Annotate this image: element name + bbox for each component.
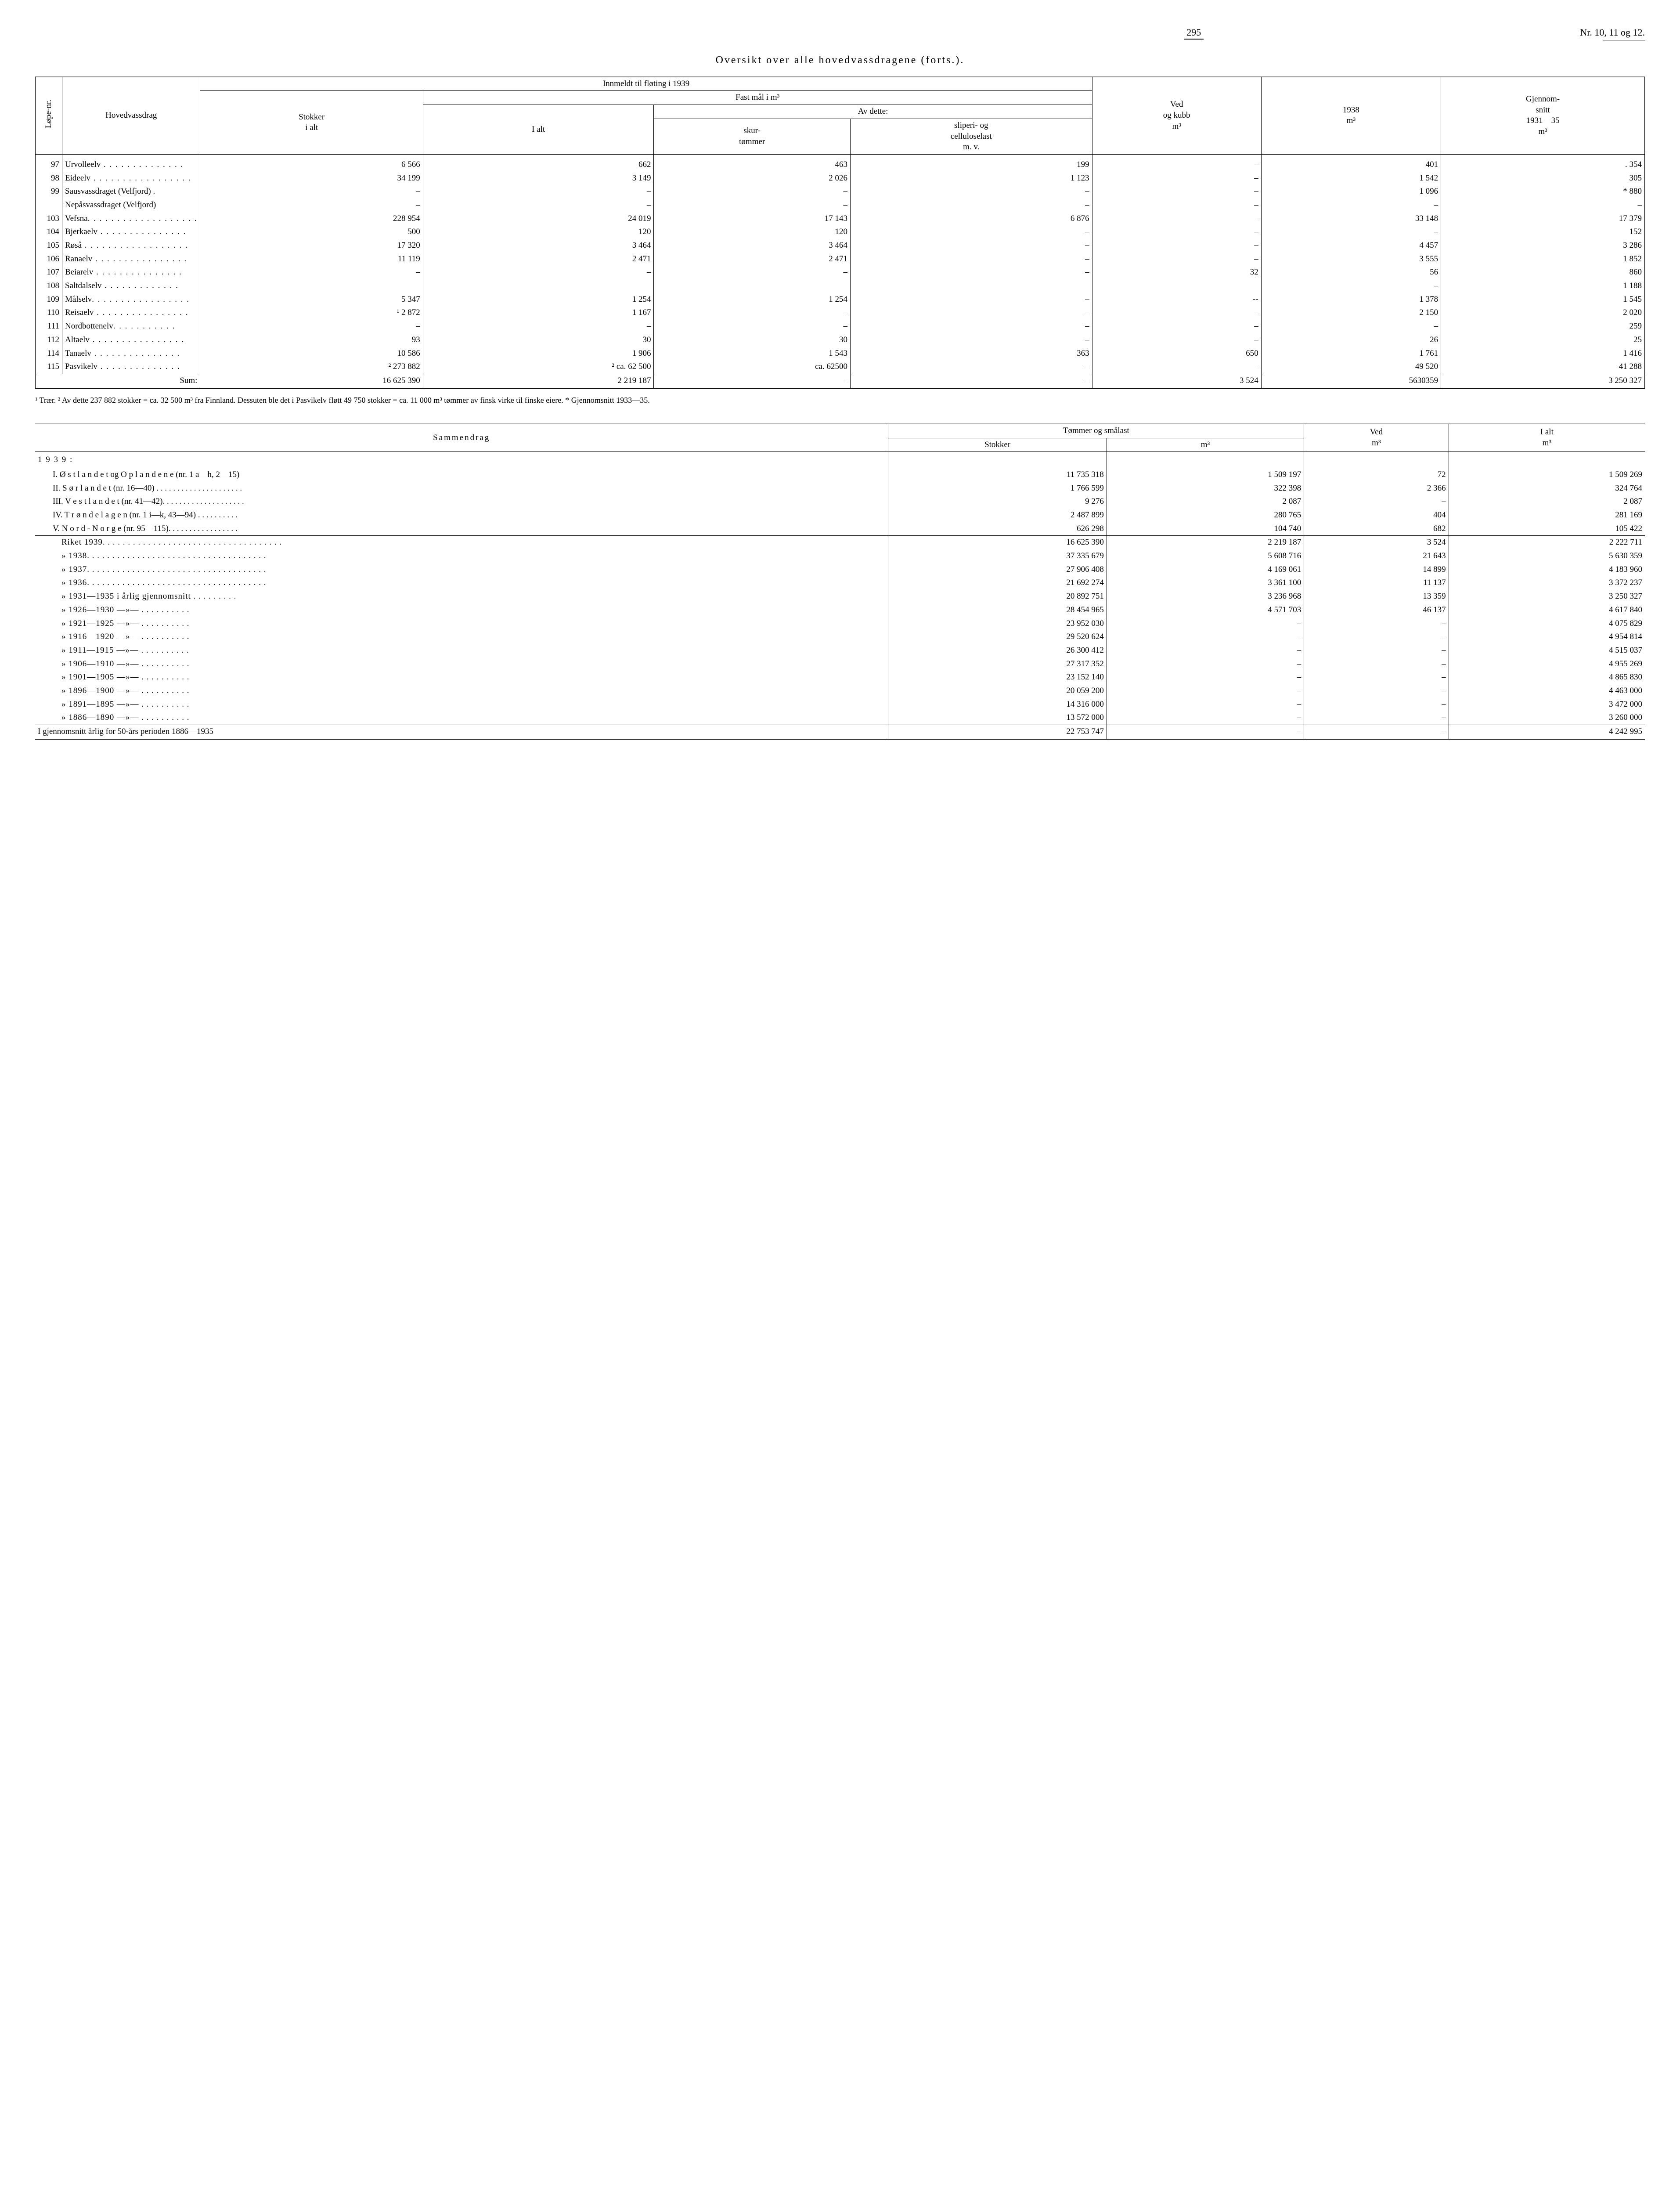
summary-row: » 1911—1915 —»— . . . . . . . . . .26 30… xyxy=(35,644,1645,657)
summary-row: » 1931—1935 i årlig gjennomsnitt . . . .… xyxy=(35,590,1645,603)
table-row: 104Bjerkaelv . . . . . . . . . . . . . .… xyxy=(36,225,1645,239)
summary-row: » 1926—1930 —»— . . . . . . . . . .28 45… xyxy=(35,603,1645,617)
table-row: 114Tanaelv . . . . . . . . . . . . . . .… xyxy=(36,347,1645,361)
table-row: 109Målselv. . . . . . . . . . . . . . . … xyxy=(36,293,1645,307)
col-1938: 1938 m³ xyxy=(1261,76,1441,154)
summary-row: » 1936. . . . . . . . . . . . . . . . . … xyxy=(35,576,1645,590)
summary-row: Riket 1939. . . . . . . . . . . . . . . … xyxy=(35,536,1645,549)
year-heading: 1 9 3 9 : xyxy=(35,452,888,468)
summary-row: » 1896—1900 —»— . . . . . . . . . .20 05… xyxy=(35,684,1645,698)
sum-row: Sum:16 625 3902 219 187––3 52456303593 2… xyxy=(36,374,1645,388)
table-row: 115Pasvikelv . . . . . . . . . . . . . .… xyxy=(36,360,1645,374)
col-lope: Løpe-nr. xyxy=(36,76,62,154)
table-row: 108Saltdalselv . . . . . . . . . . . . .… xyxy=(36,279,1645,293)
table-row: 110Reisaelv . . . . . . . . . . . . . . … xyxy=(36,306,1645,320)
summary-row: I. Ø s t l a n d e t og O p l a n d e n … xyxy=(35,468,1645,482)
col-gj: Gjennom- snitt 1931—35 m³ xyxy=(1441,76,1645,154)
summary-row: » 1938. . . . . . . . . . . . . . . . . … xyxy=(35,549,1645,563)
col-m3: m³ xyxy=(1107,438,1304,452)
main-table: Løpe-nr. Hovedvassdrag Innmeldt til fløt… xyxy=(35,76,1645,389)
col-fastmal: Fast mål i m³ xyxy=(423,91,1092,105)
table-row: 98Eideelv . . . . . . . . . . . . . . . … xyxy=(36,172,1645,185)
summary-row: » 1886—1890 —»— . . . . . . . . . .13 57… xyxy=(35,711,1645,725)
page-header: 295 Nr. 10, 11 og 12. xyxy=(35,26,1645,40)
summary-row: » 1891—1895 —»— . . . . . . . . . .14 31… xyxy=(35,698,1645,712)
table-row: 105Røså . . . . . . . . . . . . . . . . … xyxy=(36,239,1645,253)
table-row: 99Sausvassdraget (Velfjord) .–––––1 096*… xyxy=(36,185,1645,199)
table-row: 107Beiarelv . . . . . . . . . . . . . . … xyxy=(36,266,1645,279)
summary-table: Sammendrag Tømmer og smålast Ved m³ I al… xyxy=(35,423,1645,740)
table-body: 97Urvolleelv . . . . . . . . . . . . . .… xyxy=(36,154,1645,388)
summary-row: » 1916—1920 —»— . . . . . . . . . .29 52… xyxy=(35,630,1645,644)
col-hoved: Hovedvassdrag xyxy=(62,76,200,154)
col-ved2: Ved m³ xyxy=(1304,423,1449,451)
summary-row: » 1901—1905 —»— . . . . . . . . . .23 15… xyxy=(35,671,1645,684)
summary-row: V. N o r d - N o r g e (nr. 95—115). . .… xyxy=(35,522,1645,536)
col-sammendrag: Sammendrag xyxy=(35,423,888,451)
footnotes: ¹ Trær. ² Av dette 237 882 stokker = ca.… xyxy=(35,395,1645,405)
col-ialt2: I alt m³ xyxy=(1449,423,1645,451)
table-row: 111Nordbottenelv. . . . . . . . . . .–––… xyxy=(36,320,1645,333)
page-number: 295 xyxy=(808,26,1580,39)
table-row: 103Vefsna. . . . . . . . . . . . . . . .… xyxy=(36,212,1645,226)
col-sliperi: sliperi- og celluloselast m. v. xyxy=(850,119,1092,154)
summary-row: II. S ø r l a n d e t (nr. 16—40) . . . … xyxy=(35,482,1645,495)
col-skur: skur- tømmer xyxy=(654,119,850,154)
summary-row: III. V e s t l a n d e t (nr. 41—42). . … xyxy=(35,495,1645,509)
table-head: Løpe-nr. Hovedvassdrag Innmeldt til fløt… xyxy=(36,76,1645,154)
col-tommer: Tømmer og smålast xyxy=(888,423,1304,438)
avg-row: I gjennomsnitt årlig for 50-års perioden… xyxy=(35,725,1645,739)
col-stokker2: Stokker xyxy=(888,438,1107,452)
col-avdette: Av dette: xyxy=(654,105,1092,119)
summary-row: » 1937. . . . . . . . . . . . . . . . . … xyxy=(35,563,1645,577)
col-ialt: I alt xyxy=(423,105,654,155)
table-title: Oversikt over alle hovedvassdragene (for… xyxy=(35,54,1645,67)
col-innmeldt: Innmeldt til fløting i 1939 xyxy=(200,76,1092,91)
table-row: Nepåsvassdraget (Velfjord)––––––– xyxy=(36,199,1645,212)
issue-ref: Nr. 10, 11 og 12. xyxy=(1580,26,1645,40)
col-ved: Ved og kubb m³ xyxy=(1092,76,1261,154)
summary-row: IV. T r ø n d e l a g e n (nr. 1 i—k, 43… xyxy=(35,509,1645,522)
summary-row: » 1921—1925 —»— . . . . . . . . . .23 95… xyxy=(35,617,1645,631)
table-row: 106Ranaelv . . . . . . . . . . . . . . .… xyxy=(36,253,1645,266)
summary-head: Sammendrag Tømmer og smålast Ved m³ I al… xyxy=(35,423,1645,451)
table-row: 97Urvolleelv . . . . . . . . . . . . . .… xyxy=(36,158,1645,172)
table-row: 112Altaelv . . . . . . . . . . . . . . .… xyxy=(36,333,1645,347)
summary-body: 1 9 3 9 :I. Ø s t l a n d e t og O p l a… xyxy=(35,452,1645,739)
col-stokker: Stokker i alt xyxy=(200,91,423,154)
summary-row: » 1906—1910 —»— . . . . . . . . . .27 31… xyxy=(35,657,1645,671)
